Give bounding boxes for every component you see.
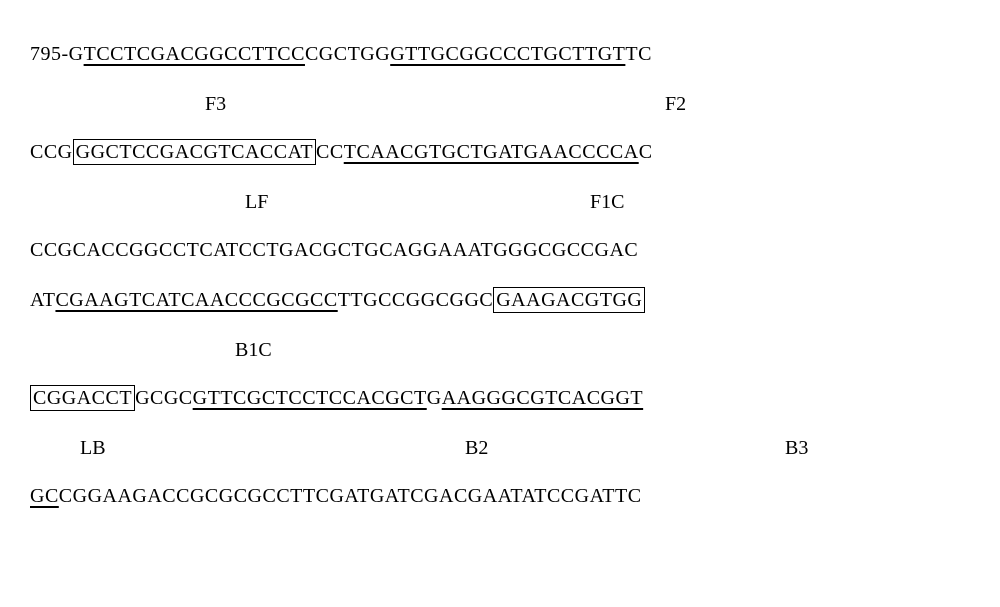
seg-underline-B1C: CGAAGTCATCAACCCGCGCC: [55, 289, 337, 311]
label-LB: LB: [80, 434, 106, 462]
seq-line-1: 795-GTCCTCGACGGCCTTCCCGCTGGGTTGCGGCCCTGC…: [30, 40, 970, 68]
seg-box-LF: GGCTCCGACGTCACCAT: [73, 139, 316, 165]
label-B3: B3: [785, 434, 808, 462]
label-F1C: F1C: [590, 188, 624, 216]
label-row-3: B1C: [30, 336, 970, 362]
seq-line-6: GCCGGAAGACCGCGCGCCTTCGATGATCGACGAATATCCG…: [30, 482, 970, 510]
seg-underline-B2: GTTCGCTCCTCCACGCT: [193, 387, 427, 409]
seg-underline-B3-cont: GC: [30, 485, 59, 507]
label-B1C: B1C: [235, 336, 272, 364]
seg: CCG: [30, 141, 73, 163]
seq-line-4: ATCGAAGTCATCAACCCGCGCCTTGCCGGCGGCGAAGACG…: [30, 286, 970, 314]
label-row-4: LB B2 B3: [30, 434, 970, 460]
seg: CC: [316, 141, 344, 163]
seg-box-LB-end: CGGACCT: [30, 385, 135, 411]
seg: CGCTGG: [305, 43, 390, 65]
seg-underline-B3: AAGGGCGTCACGGT: [442, 387, 643, 409]
seg-box-LB-start: GAAGACGTGG: [493, 287, 645, 313]
seq-line-5: CGGACCTGCGCGTTCGCTCCTCCACGCTGAAGGGCGTCAC…: [30, 384, 970, 412]
seq-line-3: CCGCACCGGCCTCATCCTGACGCTGCAGGAAATGGGCGCC…: [30, 236, 970, 264]
seg: C: [639, 141, 653, 163]
label-row-2: LF F1C: [30, 188, 970, 214]
seg: CCGCACCGGCCTCATCCTGACGCTGCAGGAAATGGGCGCC…: [30, 239, 638, 261]
seg: AT: [30, 289, 55, 311]
seq-line-2: CCGGGCTCCGACGTCACCATCCTCAACGTGCTGATGAACC…: [30, 138, 970, 166]
seg-underline-F2: GTTGCGGCCCTGCTTGT: [390, 43, 625, 65]
seg: 795-G: [30, 43, 84, 65]
seg: G: [427, 387, 442, 409]
seg: GCGC: [135, 387, 193, 409]
seg: TTGCCGGCGGC: [338, 289, 494, 311]
seg: CGGAAGACCGCGCGCCTTCGATGATCGACGAATATCCGAT…: [59, 485, 642, 507]
label-B2: B2: [465, 434, 488, 462]
label-F3: F3: [205, 90, 226, 118]
label-LF: LF: [245, 188, 268, 216]
seg: TC: [625, 43, 652, 65]
label-F2: F2: [665, 90, 686, 118]
seg-underline-F3: TCCTCGACGGCCTTCC: [84, 43, 305, 65]
label-row-1: F3 F2: [30, 90, 970, 116]
seg-underline-F1C: TCAACGTGCTGATGAACCCCA: [344, 141, 639, 163]
